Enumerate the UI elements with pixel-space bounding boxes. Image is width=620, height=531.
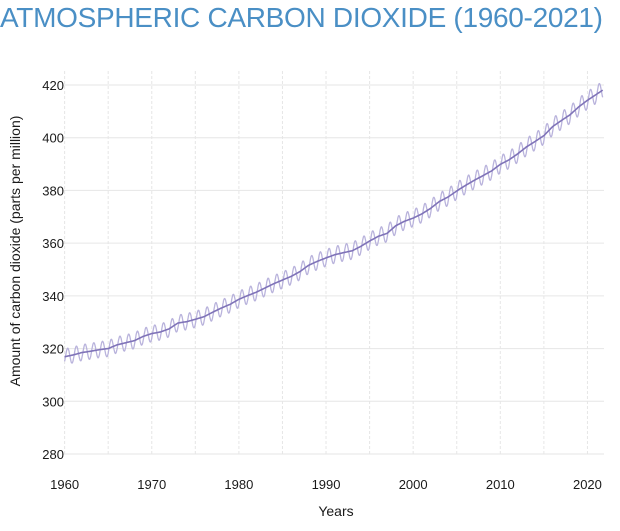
data-point-2007 xyxy=(474,180,475,181)
data-point-1964 xyxy=(99,349,100,350)
trend-co2-line xyxy=(64,89,604,358)
data-point-2008 xyxy=(482,175,483,176)
y-tick-label-420: 420 xyxy=(42,78,64,93)
data-point-1993 xyxy=(352,250,353,251)
data-series xyxy=(63,82,604,364)
data-point-2020 xyxy=(587,100,588,101)
y-tick-label-300: 300 xyxy=(42,394,64,409)
x-tick-label-1970: 1970 xyxy=(137,477,166,492)
data-point-2001 xyxy=(421,213,422,214)
data-point-2010 xyxy=(500,164,501,165)
data-point-1995 xyxy=(369,240,370,241)
y-tick-label-360: 360 xyxy=(42,236,64,251)
x-tick-label-1980: 1980 xyxy=(224,477,253,492)
y-tick-label-340: 340 xyxy=(42,289,64,304)
data-point-1982 xyxy=(256,292,257,293)
y-tick-label-320: 320 xyxy=(42,342,64,357)
x-axis-label: Years xyxy=(318,503,353,519)
data-point-1986 xyxy=(291,276,292,277)
data-point-1970 xyxy=(151,333,152,334)
data-point-1997 xyxy=(386,233,387,234)
data-point-2005 xyxy=(456,190,457,191)
data-point-2021 xyxy=(596,94,597,95)
data-point-2006 xyxy=(465,185,466,186)
data-point-1972 xyxy=(169,328,170,329)
data-point-1969 xyxy=(142,336,143,337)
data-point-1981 xyxy=(247,295,248,296)
data-point-1988 xyxy=(308,265,309,266)
data-point-1998 xyxy=(395,225,396,226)
data-point-1990 xyxy=(325,257,326,258)
data-point-2003 xyxy=(439,201,440,202)
data-point-1977 xyxy=(212,312,213,313)
data-point-1960 xyxy=(64,356,65,357)
data-point-1975 xyxy=(195,319,196,320)
data-point-2012 xyxy=(517,153,518,154)
data-point-1976 xyxy=(203,316,204,317)
data-point-2004 xyxy=(447,196,448,197)
data-point-1987 xyxy=(299,271,300,272)
data-point-2015 xyxy=(543,135,544,136)
data-point-1963 xyxy=(90,351,91,352)
data-point-1983 xyxy=(264,287,265,288)
data-point-2016 xyxy=(552,126,553,127)
chart-title: ATMOSPHERIC CARBON DIOXIDE (1960-2021) xyxy=(0,2,603,33)
data-point-2017 xyxy=(561,120,562,121)
x-axis-tick-labels: 1960 1970 1980 1990 2000 2010 2020 xyxy=(50,477,602,492)
data-point-1971 xyxy=(160,331,161,332)
y-axis-label: Amount of carbon dioxide (parts per mill… xyxy=(7,116,23,387)
data-point-2019 xyxy=(578,106,579,107)
data-point-1974 xyxy=(186,321,187,322)
data-point-1991 xyxy=(334,254,335,255)
data-point-1968 xyxy=(134,340,135,341)
data-point-2011 xyxy=(508,159,509,160)
data-point-1978 xyxy=(221,307,222,308)
x-tick-label-2010: 2010 xyxy=(486,477,515,492)
data-point-1985 xyxy=(282,279,283,280)
data-point-1979 xyxy=(230,304,231,305)
data-point-2000 xyxy=(413,218,414,219)
data-point-1992 xyxy=(343,252,344,253)
data-point-1966 xyxy=(116,344,117,345)
data-point-1999 xyxy=(404,221,405,222)
monthly-co2-line xyxy=(63,82,604,364)
data-point-1996 xyxy=(378,236,379,237)
x-tick-label-2020: 2020 xyxy=(573,477,602,492)
y-tick-label-380: 380 xyxy=(42,183,64,198)
data-point-1961 xyxy=(73,354,74,355)
x-tick-label-1990: 1990 xyxy=(312,477,341,492)
data-point-1973 xyxy=(177,322,178,323)
data-point-2018 xyxy=(569,114,570,115)
x-tick-label-1960: 1960 xyxy=(50,477,79,492)
x-tick-label-2000: 2000 xyxy=(399,477,428,492)
data-point-2014 xyxy=(535,141,536,142)
data-point-2009 xyxy=(491,170,492,171)
data-point-2013 xyxy=(526,146,527,147)
data-point-1962 xyxy=(81,352,82,353)
y-tick-label-280: 280 xyxy=(42,447,64,462)
y-axis-tick-labels: 280 300 320 340 360 380 400 420 xyxy=(42,78,64,462)
data-point-2002 xyxy=(430,208,431,209)
data-point-1980 xyxy=(238,299,239,300)
data-point-1989 xyxy=(317,261,318,262)
data-point-1994 xyxy=(360,246,361,247)
data-point-1984 xyxy=(273,283,274,284)
data-point-1965 xyxy=(108,348,109,349)
y-tick-label-400: 400 xyxy=(42,131,64,146)
data-point-1967 xyxy=(125,342,126,343)
